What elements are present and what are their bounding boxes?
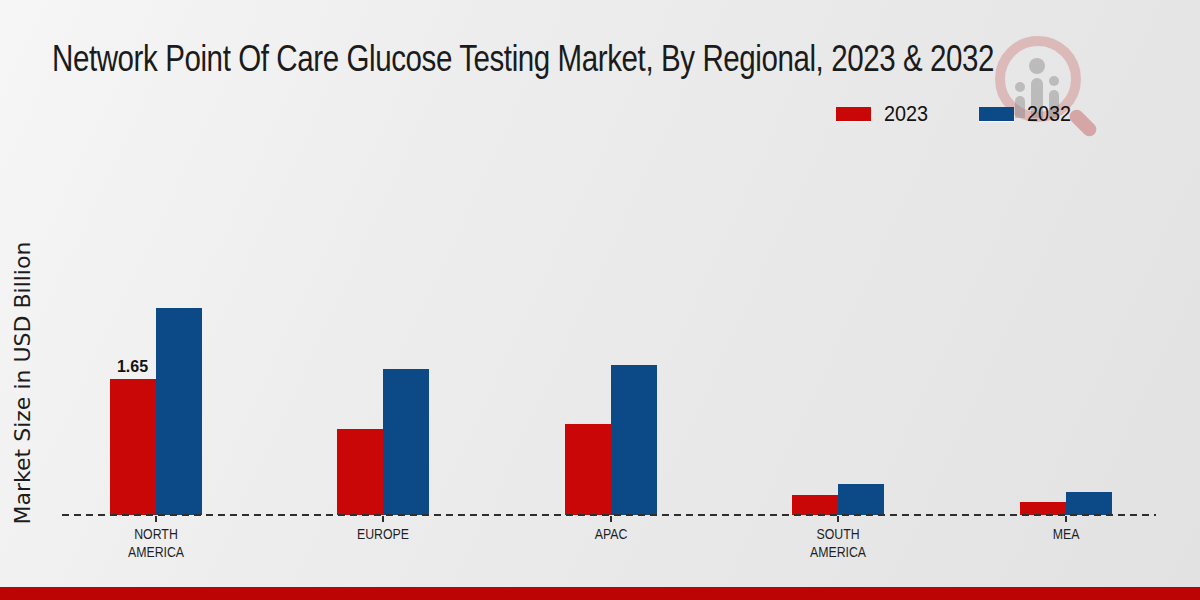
x-axis-tick (1065, 516, 1067, 522)
x-axis-tick (155, 516, 157, 522)
category-label-apac: APAC (594, 525, 627, 543)
x-axis-tick (382, 516, 384, 522)
bar-2023-north-america (110, 379, 156, 515)
chart-page: Network Point Of Care Glucose Testing Ma… (0, 0, 1200, 600)
bar-2032-mea (1066, 492, 1112, 515)
value-label-2023-north-america: 1.65 (117, 358, 148, 376)
bar-2023-south-america (792, 495, 838, 515)
bar-2023-europe (337, 429, 383, 515)
legend-label-2023: 2023 (884, 101, 928, 127)
category-label-europe: EUROPE (357, 525, 409, 543)
legend-label-2032: 2032 (1027, 101, 1071, 127)
bar-2032-south-america (838, 484, 884, 515)
bar-2023-apac (565, 424, 611, 515)
bar-2032-europe (383, 369, 429, 515)
legend-swatch-2032-icon (979, 107, 1014, 121)
x-axis-tick (610, 516, 612, 522)
bar-2032-apac (611, 365, 657, 515)
x-axis-baseline (62, 514, 1156, 516)
legend-item-2023: 2023 (836, 101, 933, 127)
legend-swatch-2023-icon (836, 107, 871, 121)
category-label-mea: MEA (1052, 525, 1079, 543)
legend-item-2032: 2032 (979, 101, 1076, 127)
chart-title: Network Point Of Care Glucose Testing Ma… (52, 38, 994, 80)
category-label-north-america: NORTH AMERICA (127, 525, 183, 561)
x-axis-tick (837, 516, 839, 522)
category-label-south-america: SOUTH AMERICA (810, 525, 866, 561)
plot-area: 1.65 NORTH AMERICA EUROPE APAC SOUTH AMERICA… (0, 0, 1200, 600)
y-axis-label: Market Size in USD Billion (10, 242, 35, 525)
legend: 2023 2032 (836, 101, 1076, 127)
footer-accent-bar (0, 587, 1200, 600)
bar-2032-north-america (156, 308, 202, 515)
